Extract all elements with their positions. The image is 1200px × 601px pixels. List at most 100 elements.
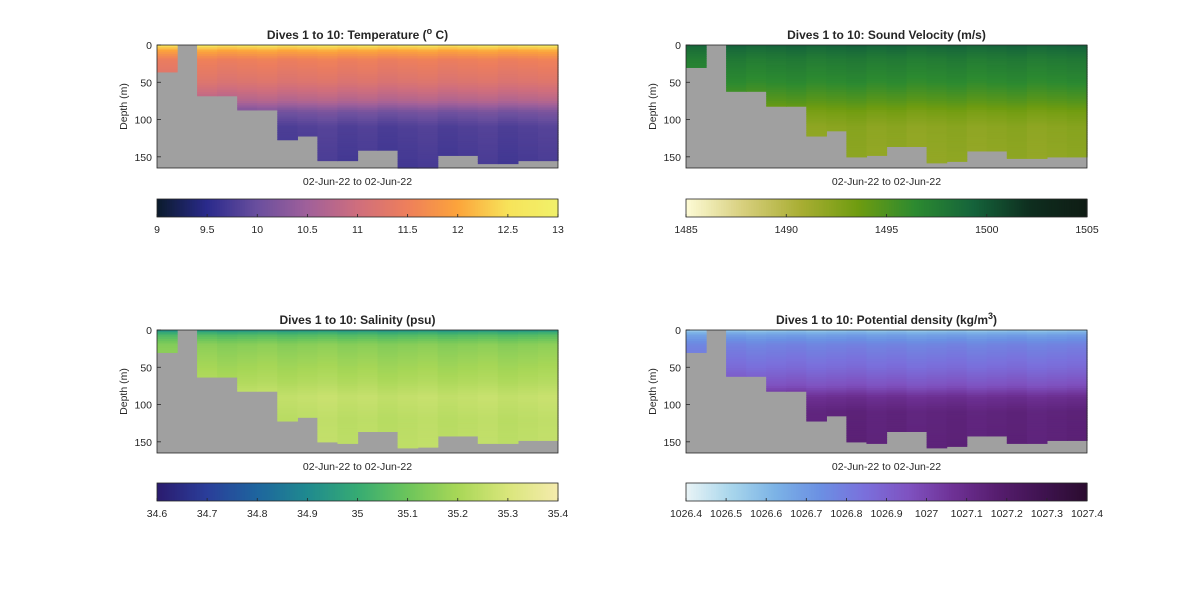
heatmap-cell xyxy=(1026,365,1048,369)
heatmap-cell xyxy=(317,388,339,391)
heatmap-cell xyxy=(806,392,827,396)
heatmap-cell xyxy=(786,105,807,107)
heatmap-cell xyxy=(377,96,399,100)
heatmap-cell xyxy=(866,412,888,416)
heatmap-cell xyxy=(497,365,519,369)
heatmap-cell xyxy=(497,350,519,353)
heatmap-cell xyxy=(437,435,459,437)
colorbar-swatch xyxy=(304,199,308,217)
colorbar-swatch xyxy=(733,483,737,501)
heatmap-cell xyxy=(437,71,459,75)
colorbar-swatch xyxy=(1071,199,1076,217)
colorbar-swatch xyxy=(1049,483,1053,501)
heatmap-cell xyxy=(277,129,298,133)
heatmap-cell xyxy=(726,354,747,358)
heatmap-cell xyxy=(297,74,318,77)
heatmap-cell xyxy=(1026,51,1048,55)
colorbar-tick-label: 1505 xyxy=(1075,224,1099,236)
heatmap-cell xyxy=(926,401,948,405)
heatmap-cell xyxy=(397,56,419,60)
heatmap-cell xyxy=(277,401,298,405)
heatmap-cell xyxy=(906,370,928,374)
colorbar-swatch xyxy=(969,199,973,217)
heatmap-cell xyxy=(217,91,238,95)
colorbar-tick-label: 35.4 xyxy=(548,508,569,520)
heatmap-cell xyxy=(397,65,419,68)
heatmap-cell xyxy=(337,76,359,80)
heatmap-cell xyxy=(906,58,928,62)
heatmap-cell xyxy=(926,87,948,91)
heatmap-cell xyxy=(746,78,767,82)
heatmap-cell xyxy=(806,109,827,113)
colorbar-swatch xyxy=(427,483,431,501)
heatmap-cell xyxy=(746,363,767,367)
heatmap-cell xyxy=(806,116,827,120)
colorbar-swatch xyxy=(530,199,534,217)
heatmap-cell xyxy=(1046,150,1068,153)
heatmap-cell xyxy=(866,408,888,412)
heatmap-cell xyxy=(417,136,439,140)
heatmap-cell xyxy=(457,397,479,400)
heatmap-cell xyxy=(1046,51,1068,55)
heatmap-cell xyxy=(317,53,339,57)
heatmap-cell xyxy=(886,428,908,432)
heatmap-cell xyxy=(297,376,318,380)
heatmap-cell xyxy=(477,121,499,124)
colorbar-swatch xyxy=(357,199,361,217)
heatmap-cell xyxy=(277,368,298,371)
heatmap-cell xyxy=(257,343,278,347)
colorbar-swatch xyxy=(525,483,529,501)
heatmap-cell xyxy=(866,123,888,127)
heatmap-cell xyxy=(157,47,178,51)
colorbar-swatch xyxy=(846,199,850,217)
heatmap-cell xyxy=(1026,60,1048,64)
heatmap-cell xyxy=(397,123,419,127)
heatmap-cell xyxy=(946,136,968,140)
heatmap-cell xyxy=(457,91,479,95)
heatmap-cell xyxy=(537,49,559,53)
colorbar-swatch xyxy=(838,483,842,501)
heatmap-cell xyxy=(946,147,968,151)
heatmap-cells xyxy=(686,45,1088,164)
heatmap-cell xyxy=(437,94,459,98)
heatmap-cell xyxy=(517,417,539,421)
heatmap-cell xyxy=(397,47,419,51)
heatmap-cell xyxy=(337,370,359,374)
colorbar-swatch xyxy=(214,483,218,501)
heatmap-cell xyxy=(397,426,419,429)
heatmap-cell xyxy=(317,397,339,400)
heatmap-cell xyxy=(297,397,318,400)
colorbar-swatch xyxy=(447,483,451,501)
heatmap-cell xyxy=(517,147,539,151)
heatmap-cell xyxy=(826,89,847,93)
colorbar-swatch xyxy=(442,483,446,501)
heatmap-cell xyxy=(1026,53,1048,57)
heatmap-cell xyxy=(906,399,928,403)
colorbar-swatch xyxy=(542,483,547,501)
colorbar-swatch xyxy=(492,483,496,501)
heatmap-cell xyxy=(1066,89,1088,93)
heatmap-cell xyxy=(966,421,988,425)
heatmap-cell xyxy=(277,350,298,353)
heatmap-cell xyxy=(1026,45,1048,48)
heatmap-cell xyxy=(377,365,399,369)
colorbar-swatch xyxy=(440,199,444,217)
heatmap-cell xyxy=(1026,350,1048,353)
heatmap-cell xyxy=(337,103,359,106)
heatmap-cell xyxy=(926,94,948,98)
heatmap-cell xyxy=(357,388,379,391)
heatmap-cell xyxy=(457,100,479,104)
colorbar-swatch xyxy=(314,483,318,501)
heatmap-cell xyxy=(1006,87,1028,91)
heatmap-cell xyxy=(986,426,1008,429)
colorbar-swatch xyxy=(796,199,800,217)
heatmap-cell xyxy=(537,361,559,365)
heatmap-cell xyxy=(726,332,747,336)
heatmap-cell xyxy=(866,107,888,111)
heatmap-cell xyxy=(457,354,479,358)
heatmap-cell xyxy=(297,62,318,66)
heatmap-cell xyxy=(946,432,968,436)
heatmap-cell xyxy=(766,45,787,48)
heatmap-cell xyxy=(437,399,459,403)
